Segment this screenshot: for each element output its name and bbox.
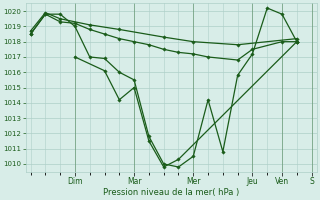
X-axis label: Pression niveau de la mer( hPa ): Pression niveau de la mer( hPa ) [103, 188, 239, 197]
